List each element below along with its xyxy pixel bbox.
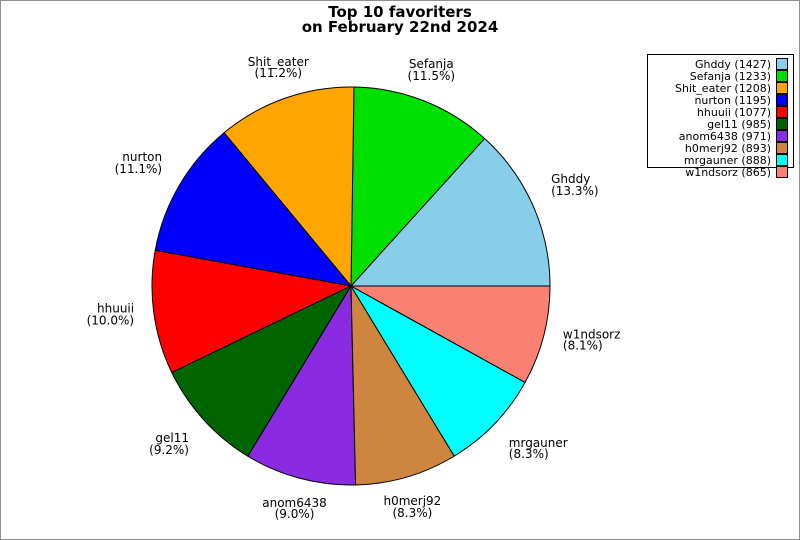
legend: Ghddy (1427) Sefanja (1233) Shit_eater (12…: [647, 54, 794, 178]
legend-swatch: [776, 58, 788, 70]
pie-slice-Ghddy: [350, 138, 551, 287]
slice-label-percent: (10.0%): [86, 313, 135, 328]
slice-label-percent: (11.5%): [407, 68, 456, 83]
legend-label: Ghddy (1427): [694, 57, 771, 71]
pie-slice-gel11: [171, 285, 352, 457]
legend-item: anom6438 (971): [652, 130, 788, 142]
legend-label: nurton (1195): [694, 93, 771, 107]
slice-label-name: w1ndsorz: [562, 327, 621, 342]
slice-label-percent: (9.2%): [149, 442, 189, 457]
slice-label-percent: (11.1%): [114, 161, 163, 176]
legend-label: w1ndsorz (865): [685, 165, 771, 179]
slice-label-name: mrgauner: [508, 435, 568, 450]
slice-label-w1ndsorz: w1ndsorz (8.1%): [563, 329, 621, 352]
legend-item: Shit_eater (1208): [652, 82, 788, 94]
pie-slice-h0merj92: [350, 285, 455, 486]
chart-title: Top 10 favoriters on February 22nd 2024: [1, 5, 799, 35]
slice-label-mrgauner: mrgauner (8.3%): [508, 435, 568, 462]
slice-label-h0merj92: h0merj92 (8.3%): [383, 494, 442, 520]
legend-label: hhuuii (1077): [696, 105, 771, 119]
pie-slice-anom6438: [247, 285, 357, 486]
legend-item: h0merj92 (893): [652, 142, 788, 154]
slice-label-nurton: nurton (11.1%): [115, 152, 162, 175]
legend-label: anom6438 (971): [678, 129, 771, 143]
legend-swatch: [776, 130, 788, 142]
legend-swatch: [776, 106, 788, 118]
slice-label-percent: (8.3%): [508, 447, 549, 462]
slice-label-name: Sefanja: [408, 57, 454, 72]
pie-slice-w1ndsorz: [350, 285, 551, 383]
slice-label-name: nurton: [122, 150, 163, 165]
legend-item: Ghddy (1427): [652, 58, 788, 70]
legend-label: mrgauner (888): [683, 153, 771, 167]
legend-swatch: [776, 94, 788, 106]
slice-label-Sefanja: Sefanja (11.5%): [408, 59, 455, 82]
slice-label-percent: (8.3%): [392, 505, 433, 520]
slice-label-gel11: gel11 (9.2%): [149, 433, 189, 456]
pie-slice-Shit_eater: [223, 86, 355, 287]
legend-item: hhuuii (1077): [652, 106, 788, 118]
legend-swatch: [776, 70, 788, 82]
chart-title-line2: on February 22nd 2024: [301, 18, 499, 36]
pie-slice-Sefanja: [350, 86, 486, 287]
legend-label: Shit_eater (1208): [674, 81, 771, 95]
legend-label: h0merj92 (893): [684, 141, 771, 155]
slice-label-hhuuii: hhuuii (10.0%): [86, 301, 135, 328]
chart-title-line1: Top 10 favoriters: [328, 3, 472, 21]
slice-label-percent: (8.1%): [562, 338, 603, 353]
legend-swatch: [776, 142, 788, 154]
pie-slice-hhuuii: [151, 249, 352, 374]
legend-swatch: [776, 154, 788, 166]
slice-label-Ghddy: Ghddy (13.3%): [551, 174, 598, 197]
legend-item: w1ndsorz (865): [652, 166, 788, 178]
legend-item: nurton (1195): [652, 94, 788, 106]
slice-label-name: anom6438: [262, 495, 327, 510]
slice-label-name: hhuuii: [97, 301, 135, 316]
slice-label-name: Shit_eater: [247, 54, 309, 69]
legend-label: Sefanja (1233): [689, 69, 771, 83]
slice-label-name: h0merj92: [383, 494, 442, 509]
legend-swatch: [776, 166, 788, 178]
legend-item: mrgauner (888): [652, 154, 788, 166]
legend-label: gel11 (985): [707, 117, 771, 131]
legend-swatch: [776, 118, 788, 130]
slice-label-percent: (13.3%): [551, 183, 599, 198]
legend-item: Sefanja (1233): [652, 70, 788, 82]
slice-label-name: Ghddy: [551, 172, 591, 187]
slice-label-name: gel11: [155, 431, 189, 446]
slice-label-percent: (9.0%): [274, 507, 315, 521]
legend-item: gel11 (985): [652, 118, 788, 130]
legend-swatch: [776, 82, 788, 94]
pie-slice-nurton: [154, 132, 352, 287]
pie-slice-mrgauner: [350, 285, 526, 457]
slice-label-Shit_eater: Shit_eater (11.2%): [247, 54, 309, 80]
slice-label-percent: (11.2%): [254, 66, 303, 80]
slice-label-anom6438: anom6438 (9.0%): [262, 495, 327, 521]
